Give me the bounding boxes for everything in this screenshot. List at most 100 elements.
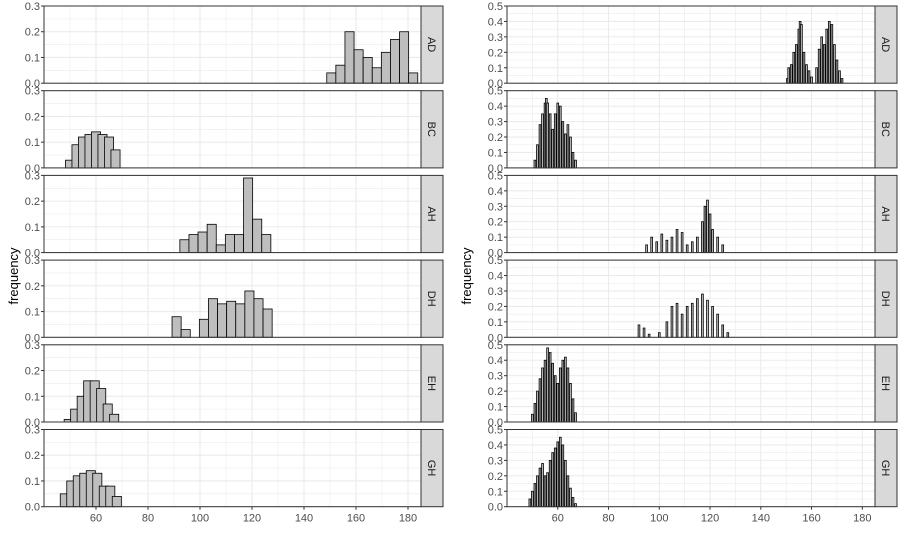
y-tick-label: 0.4: [488, 186, 503, 198]
histogram-bar: [675, 302, 679, 338]
y-tick-label: 0.2: [488, 217, 503, 229]
histogram-bar: [660, 233, 664, 254]
histogram-bar: [546, 102, 549, 169]
histogram-bar: [561, 444, 565, 508]
y-tick-label: 0.0: [25, 248, 40, 260]
histogram-bar: [833, 44, 836, 84]
y-tick-label: 0.1: [488, 402, 503, 414]
left-histogram-chart: AD 0.0 0.1 0.2 0.3 BC 0.0 0.1 0.2 0.3 AH 0.0 0.1 0.2 0…: [25, 1, 444, 525]
histogram-bar: [655, 241, 659, 254]
histogram-bar: [179, 239, 190, 254]
y-tick-label: 0.0: [25, 332, 40, 344]
facet-strip: [420, 90, 444, 169]
y-tick-label: 0.0: [25, 417, 40, 429]
y-tick-label: 0.0: [488, 163, 503, 175]
left-y-axis-label: frequency: [6, 247, 21, 305]
histogram-bar: [344, 31, 355, 84]
histogram-bar: [711, 306, 714, 338]
histogram-bar: [551, 128, 554, 169]
histogram-bar: [543, 359, 547, 423]
facet-strip: [874, 174, 898, 254]
histogram-bar: [538, 124, 542, 169]
y-tick-label: 0.1: [488, 147, 503, 159]
histogram-bar: [553, 113, 557, 169]
histogram-bar: [825, 28, 829, 84]
facet-strip-label: EH: [425, 376, 437, 391]
facet-eh: EH 0.0 0.1 0.2 0.3 0.4 0.5: [488, 340, 898, 429]
y-tick-label: 0.1: [25, 391, 40, 403]
histogram-bar: [335, 64, 346, 84]
facet-dh: DH 0.0 0.1 0.2 0.3: [25, 255, 444, 344]
histogram-bar: [543, 475, 547, 508]
histogram-bar: [569, 382, 572, 423]
histogram-bar: [262, 308, 273, 338]
y-tick-label: 0.3: [25, 86, 40, 98]
histogram-bar: [548, 352, 552, 423]
histogram-bar: [805, 64, 808, 84]
histogram-bar: [533, 159, 537, 169]
histogram-bar: [197, 231, 208, 254]
facet-strip: [420, 344, 444, 423]
histogram-bar: [670, 306, 674, 338]
facet-strip-label: DH: [879, 291, 891, 307]
histogram-bar: [111, 496, 122, 508]
facet-strip: [874, 5, 898, 84]
facet-eh: EH 0.0 0.1 0.2 0.3: [25, 340, 444, 429]
y-tick-label: 0.4: [488, 101, 503, 113]
facet-strip: [420, 174, 444, 254]
y-tick-label: 0.2: [25, 27, 40, 39]
y-tick-label: 0.1: [25, 52, 40, 64]
histogram-bar: [574, 412, 577, 423]
histogram-bar: [711, 229, 714, 254]
histogram-bar: [701, 293, 704, 338]
y-tick-label: 0.3: [25, 1, 40, 13]
facet-strip: [874, 429, 898, 508]
facet-strip-label: AH: [879, 206, 891, 221]
facet-bc: BC 0.0 0.1 0.2 0.3 0.4 0.5: [488, 86, 898, 175]
histogram-bar: [371, 67, 382, 84]
histogram-bar: [553, 447, 557, 508]
x-tick-label: 160: [802, 513, 820, 525]
x-tick-label: 140: [295, 513, 313, 525]
histogram-bar: [533, 403, 537, 423]
histogram-bar: [531, 413, 534, 423]
y-tick-label: 0.3: [488, 455, 503, 467]
facet-bc: BC 0.0 0.1 0.2 0.3: [25, 86, 444, 175]
facet-strip: [874, 344, 898, 423]
histogram-bar: [556, 382, 560, 423]
y-tick-label: 0.5: [488, 86, 503, 98]
y-tick-label: 0.3: [488, 371, 503, 383]
facet-strip-label: AD: [425, 37, 437, 52]
right-y-axis-label: frequency: [459, 247, 474, 305]
histogram-bar: [548, 113, 552, 169]
histogram-bar: [243, 177, 254, 253]
y-tick-label: 0.5: [488, 1, 503, 13]
histogram-bar: [795, 44, 798, 84]
histogram-bar: [110, 149, 121, 169]
histogram-bar: [546, 347, 549, 423]
histogram-bar: [571, 497, 575, 508]
histogram-bar: [569, 136, 572, 169]
histogram-bar: [817, 48, 821, 84]
histogram-bar: [792, 51, 796, 84]
histogram-bar: [556, 102, 560, 169]
histogram-bar: [253, 298, 264, 338]
x-tick-label: 120: [701, 513, 719, 525]
histogram-bar: [235, 303, 246, 338]
histogram-bar: [564, 133, 567, 169]
histogram-bar: [390, 39, 400, 84]
y-tick-label: 0.3: [25, 425, 40, 437]
histogram-bar: [701, 221, 704, 254]
histogram-bar: [541, 367, 544, 423]
histogram-bar: [680, 313, 684, 338]
facet-gh: GH 0.0 0.1 0.2 0.3 0.4 0.5 60 80 100 120 140 160 180: [488, 425, 898, 525]
histogram-bar: [188, 234, 199, 254]
histogram-bar: [721, 244, 725, 254]
y-tick-label: 0.3: [25, 255, 40, 267]
x-tick-label: 80: [602, 513, 614, 525]
y-tick-label: 0.3: [488, 286, 503, 298]
y-tick-label: 0.1: [25, 476, 40, 488]
facet-gh: GH 0.0 0.1 0.2 0.3 60 80 100 120 140 160 180: [25, 425, 444, 525]
histogram-bar: [835, 59, 839, 84]
